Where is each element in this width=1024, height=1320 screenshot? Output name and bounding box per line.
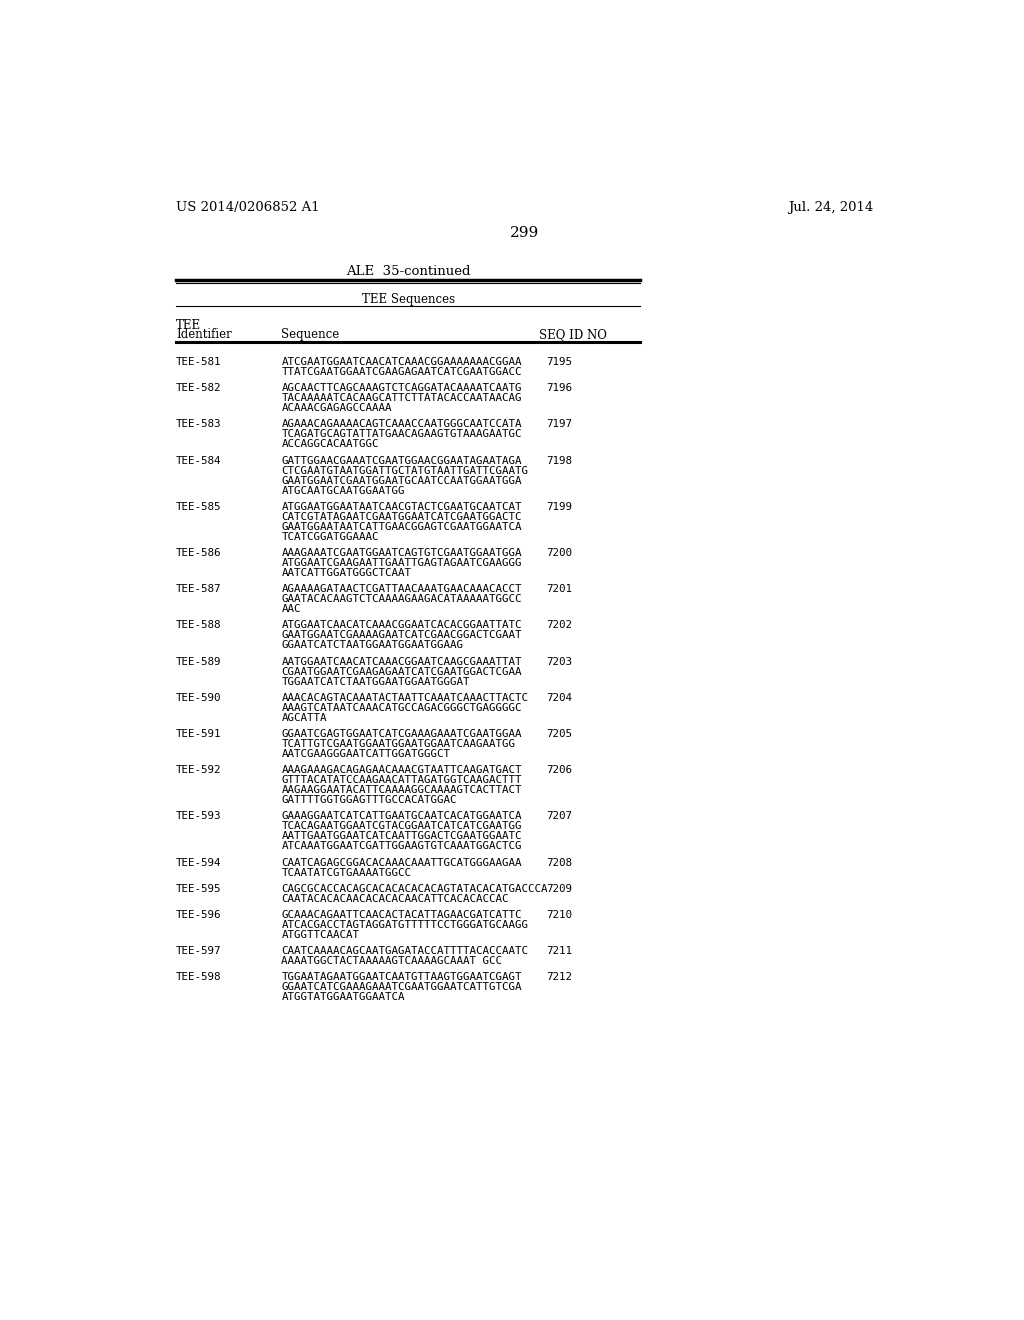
Text: 7202: 7202	[547, 620, 572, 631]
Text: AAGAAGGAATACATTCAAAAGGCAAAAGTCACTTACT: AAGAAGGAATACATTCAAAAGGCAAAAGTCACTTACT	[282, 785, 522, 795]
Text: GAATGGAATAATCATTGAACGGAGTCGAATGGAATCA: GAATGGAATAATCATTGAACGGAGTCGAATGGAATCA	[282, 521, 522, 532]
Text: Jul. 24, 2014: Jul. 24, 2014	[788, 201, 873, 214]
Text: AAAGTCATAATCAAACATGCCAGACGGGCTGAGGGGC: AAAGTCATAATCAAACATGCCAGACGGGCTGAGGGGC	[282, 702, 522, 713]
Text: GGAATCATCTAATGGAATGGAATGGAAG: GGAATCATCTAATGGAATGGAATGGAAG	[282, 640, 464, 651]
Text: AATTGAATGGAATCATCAATTGGACTCGAATGGAATC: AATTGAATGGAATCATCAATTGGACTCGAATGGAATC	[282, 832, 522, 841]
Text: TGGAATCATCTAATGGAATGGAATGGGAT: TGGAATCATCTAATGGAATGGAATGGGAT	[282, 677, 470, 686]
Text: 299: 299	[510, 226, 540, 240]
Text: ATCGAATGGAATCAACATCAAACGGAAAAAAACGGAA: ATCGAATGGAATCAACATCAAACGGAAAAAAACGGAA	[282, 358, 522, 367]
Text: 7203: 7203	[547, 656, 572, 667]
Text: TEE-584: TEE-584	[176, 455, 221, 466]
Text: ALE  35-continued: ALE 35-continued	[346, 264, 471, 277]
Text: ATGGAATGGAATAATCAACGTACTCGAATGCAATCAT: ATGGAATGGAATAATCAACGTACTCGAATGCAATCAT	[282, 502, 522, 512]
Text: CATCGTATAGAATCGAATGGAATCATCGAATGGACTC: CATCGTATAGAATCGAATGGAATCATCGAATGGACTC	[282, 512, 522, 521]
Text: TEE-581: TEE-581	[176, 358, 221, 367]
Text: GAATGGAATCGAAAAGAATCATCGAACGGACTCGAAT: GAATGGAATCGAAAAGAATCATCGAACGGACTCGAAT	[282, 631, 522, 640]
Text: TEE Sequences: TEE Sequences	[362, 293, 455, 306]
Text: 7205: 7205	[547, 729, 572, 739]
Text: TEE-593: TEE-593	[176, 812, 221, 821]
Text: AGAAACAGAAAACAGTCAAACCAATGGGCAATCCATA: AGAAACAGAAAACAGTCAAACCAATGGGCAATCCATA	[282, 420, 522, 429]
Text: TGGAATAGAATGGAATCAATGTTAAGTGGAATCGAGT: TGGAATAGAATGGAATCAATGTTAAGTGGAATCGAGT	[282, 973, 522, 982]
Text: 7197: 7197	[547, 420, 572, 429]
Text: TEE-589: TEE-589	[176, 656, 221, 667]
Text: TCACAGAATGGAATCGTACGGAATCATCATCGAATGG: TCACAGAATGGAATCGTACGGAATCATCATCGAATGG	[282, 821, 522, 832]
Text: ATGCAATGCAATGGAATGG: ATGCAATGCAATGGAATGG	[282, 486, 404, 495]
Text: TEE-591: TEE-591	[176, 729, 221, 739]
Text: ATGGTTCAACAT: ATGGTTCAACAT	[282, 929, 359, 940]
Text: GAATACACAAGTCTCAAAAGAAGACATAAAAATGGCC: GAATACACAAGTCTCAAAAGAAGACATAAAAATGGCC	[282, 594, 522, 605]
Text: TEE: TEE	[176, 318, 201, 331]
Text: AAAATGGCTACTAAAAAGTCAAAAGCAAAT GCC: AAAATGGCTACTAAAAAGTCAAAAGCAAAT GCC	[282, 956, 503, 966]
Text: ACAAACGAGAGCCAAAA: ACAAACGAGAGCCAAAA	[282, 404, 392, 413]
Text: AAAGAAAGACAGAGAACAAACGTAATTCAAGATGACT: AAAGAAAGACAGAGAACAAACGTAATTCAAGATGACT	[282, 766, 522, 775]
Text: US 2014/0206852 A1: US 2014/0206852 A1	[176, 201, 319, 214]
Text: AGCAACTTCAGCAAAGTCTCAGGATACAAAATCAATG: AGCAACTTCAGCAAAGTCTCAGGATACAAAATCAATG	[282, 383, 522, 393]
Text: 7210: 7210	[547, 909, 572, 920]
Text: CTCGAATGTAATGGATTGCTATGTAATTGATTCGAATG: CTCGAATGTAATGGATTGCTATGTAATTGATTCGAATG	[282, 466, 528, 475]
Text: TEE-594: TEE-594	[176, 858, 221, 867]
Text: AATCATTGGATGGGCTCAAT: AATCATTGGATGGGCTCAAT	[282, 568, 412, 578]
Text: ACCAGGCACAATGGC: ACCAGGCACAATGGC	[282, 440, 379, 449]
Text: GATTTTGGTGGAGTTTGCCACATGGAC: GATTTTGGTGGAGTTTGCCACATGGAC	[282, 795, 457, 805]
Text: AGCATTA: AGCATTA	[282, 713, 327, 723]
Text: ATCAAATGGAATCGATTGGAAGTGTCAAATGGACTCG: ATCAAATGGAATCGATTGGAAGTGTCAAATGGACTCG	[282, 841, 522, 851]
Text: TEE-586: TEE-586	[176, 548, 221, 558]
Text: 7209: 7209	[547, 884, 572, 894]
Text: TCATTGTCGAATGGAATGGAATGGAATCAAGAATGG: TCATTGTCGAATGGAATGGAATGGAATCAAGAATGG	[282, 739, 515, 748]
Text: AATGGAATCAACATCAAACGGAATCAAGCGAAATTAT: AATGGAATCAACATCAAACGGAATCAAGCGAAATTAT	[282, 656, 522, 667]
Text: TEE-582: TEE-582	[176, 383, 221, 393]
Text: Identifier: Identifier	[176, 327, 231, 341]
Text: TEE-596: TEE-596	[176, 909, 221, 920]
Text: ATGGAATCGAAGAATTGAATTGAGTAGAATCGAAGGG: ATGGAATCGAAGAATTGAATTGAGTAGAATCGAAGGG	[282, 558, 522, 568]
Text: AGAAAAGATAACTCGATTAACAAATGAACAAACACCT: AGAAAAGATAACTCGATTAACAAATGAACAAACACCT	[282, 585, 522, 594]
Text: CAATCAAAACAGCAATGAGATACCATTTTACACCAATC: CAATCAAAACAGCAATGAGATACCATTTTACACCAATC	[282, 946, 528, 956]
Text: TCAGATGCAGTATTATGAACAGAAGTGTAAAGAATGC: TCAGATGCAGTATTATGAACAGAAGTGTAAAGAATGC	[282, 429, 522, 440]
Text: 7208: 7208	[547, 858, 572, 867]
Text: TEE-597: TEE-597	[176, 946, 221, 956]
Text: TEE-595: TEE-595	[176, 884, 221, 894]
Text: GAAAGGAATCATCATTGAATGCAATCACATGGAATCA: GAAAGGAATCATCATTGAATGCAATCACATGGAATCA	[282, 812, 522, 821]
Text: TACAAAAATCACAAGCATTCTTATACACCAATAACAG: TACAAAAATCACAAGCATTCTTATACACCAATAACAG	[282, 393, 522, 403]
Text: GCAAACAGAATTCAACACTACATTAGAACGATCATTC: GCAAACAGAATTCAACACTACATTAGAACGATCATTC	[282, 909, 522, 920]
Text: 7200: 7200	[547, 548, 572, 558]
Text: TEE-588: TEE-588	[176, 620, 221, 631]
Text: GGAATCGAGTGGAATCATCGAAAGAAATCGAATGGAA: GGAATCGAGTGGAATCATCGAAAGAAATCGAATGGAA	[282, 729, 522, 739]
Text: AAACACAGTACAAATACTAATTCAAATCAAACTTACTC: AAACACAGTACAAATACTAATTCAAATCAAACTTACTC	[282, 693, 528, 702]
Text: ATGGAATCAACATCAAACGGAATCACACGGAATTATC: ATGGAATCAACATCAAACGGAATCACACGGAATTATC	[282, 620, 522, 631]
Text: CAGCGCACCACAGCACACACACACAGTATACACATGACCCA: CAGCGCACCACAGCACACACACACAGTATACACATGACCC…	[282, 884, 548, 894]
Text: TEE-598: TEE-598	[176, 973, 221, 982]
Text: 7204: 7204	[547, 693, 572, 702]
Text: TEE-585: TEE-585	[176, 502, 221, 512]
Text: TEE-583: TEE-583	[176, 420, 221, 429]
Text: 7198: 7198	[547, 455, 572, 466]
Text: 7207: 7207	[547, 812, 572, 821]
Text: GGAATCATCGAAAGAAATCGAATGGAATCATTGTCGA: GGAATCATCGAAAGAAATCGAATGGAATCATTGTCGA	[282, 982, 522, 993]
Text: SEQ ID NO: SEQ ID NO	[539, 327, 606, 341]
Text: 7195: 7195	[547, 358, 572, 367]
Text: GAATGGAATCGAATGGAATGCAATCCAATGGAATGGA: GAATGGAATCGAATGGAATGCAATCCAATGGAATGGA	[282, 475, 522, 486]
Text: TTATCGAATGGAATCGAAGAGAATCATCGAATGGACC: TTATCGAATGGAATCGAAGAGAATCATCGAATGGACC	[282, 367, 522, 378]
Text: 7206: 7206	[547, 766, 572, 775]
Text: 7199: 7199	[547, 502, 572, 512]
Text: 7212: 7212	[547, 973, 572, 982]
Text: TCAATATCGTGAAAATGGCC: TCAATATCGTGAAAATGGCC	[282, 867, 412, 878]
Text: TEE-590: TEE-590	[176, 693, 221, 702]
Text: TEE-592: TEE-592	[176, 766, 221, 775]
Text: GATTGGAACGAAATCGAATGGAACGGAATAGAATAGA: GATTGGAACGAAATCGAATGGAACGGAATAGAATAGA	[282, 455, 522, 466]
Text: TEE-587: TEE-587	[176, 585, 221, 594]
Text: TCATCGGATGGAAAC: TCATCGGATGGAAAC	[282, 532, 379, 541]
Text: CAATACACACAACACACACAACATTCACACACCAC: CAATACACACAACACACACAACATTCACACACCAC	[282, 894, 509, 904]
Text: CGAATGGAATCGAAGAGAATCATCGAATGGACTCGAA: CGAATGGAATCGAAGAGAATCATCGAATGGACTCGAA	[282, 667, 522, 677]
Text: CAATCAGAGCGGACACAAACAAATTGCATGGGAAGAA: CAATCAGAGCGGACACAAACAAATTGCATGGGAAGAA	[282, 858, 522, 867]
Text: 7201: 7201	[547, 585, 572, 594]
Text: 7196: 7196	[547, 383, 572, 393]
Text: 7211: 7211	[547, 946, 572, 956]
Text: AAAGAAATCGAATGGAATCAGTGTCGAATGGAATGGA: AAAGAAATCGAATGGAATCAGTGTCGAATGGAATGGA	[282, 548, 522, 558]
Text: AAC: AAC	[282, 605, 301, 614]
Text: GTTTACATATCCAAGAACATTAGATGGTCAAGACTTT: GTTTACATATCCAAGAACATTAGATGGTCAAGACTTT	[282, 775, 522, 785]
Text: Sequence: Sequence	[282, 327, 340, 341]
Text: ATCACGACCTAGTAGGATGTTTTTCCTGGGATGCAAGG: ATCACGACCTAGTAGGATGTTTTTCCTGGGATGCAAGG	[282, 920, 528, 929]
Text: AATCGAAGGGAATCATTGGATGGGCT: AATCGAAGGGAATCATTGGATGGGCT	[282, 748, 451, 759]
Text: ATGGTATGGAATGGAATCA: ATGGTATGGAATGGAATCA	[282, 993, 404, 1002]
